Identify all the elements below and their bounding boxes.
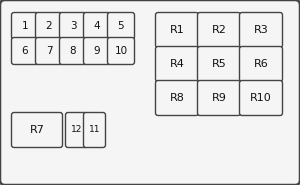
Text: R7: R7 <box>30 125 44 135</box>
FancyBboxPatch shape <box>239 80 283 115</box>
Text: 2: 2 <box>46 21 52 31</box>
FancyBboxPatch shape <box>35 38 62 65</box>
FancyBboxPatch shape <box>197 80 241 115</box>
FancyBboxPatch shape <box>239 46 283 82</box>
FancyBboxPatch shape <box>11 38 38 65</box>
Text: 11: 11 <box>89 125 100 134</box>
Text: 9: 9 <box>94 46 100 56</box>
FancyBboxPatch shape <box>239 13 283 48</box>
FancyBboxPatch shape <box>107 38 134 65</box>
FancyBboxPatch shape <box>155 13 199 48</box>
FancyBboxPatch shape <box>107 13 134 40</box>
Text: R6: R6 <box>254 59 268 69</box>
Text: 3: 3 <box>70 21 76 31</box>
Text: R2: R2 <box>212 25 226 35</box>
Text: 10: 10 <box>114 46 128 56</box>
FancyBboxPatch shape <box>11 112 62 147</box>
Text: 4: 4 <box>94 21 100 31</box>
FancyBboxPatch shape <box>59 13 86 40</box>
FancyBboxPatch shape <box>155 46 199 82</box>
FancyBboxPatch shape <box>59 38 86 65</box>
FancyBboxPatch shape <box>11 13 38 40</box>
Text: R4: R4 <box>169 59 184 69</box>
FancyBboxPatch shape <box>83 13 110 40</box>
Text: 7: 7 <box>46 46 52 56</box>
Text: 12: 12 <box>71 125 82 134</box>
FancyBboxPatch shape <box>65 112 88 147</box>
FancyBboxPatch shape <box>197 13 241 48</box>
Text: R9: R9 <box>212 93 226 103</box>
Text: 6: 6 <box>22 46 28 56</box>
FancyBboxPatch shape <box>83 112 106 147</box>
Text: 8: 8 <box>70 46 76 56</box>
FancyBboxPatch shape <box>83 38 110 65</box>
Text: 5: 5 <box>118 21 124 31</box>
Text: R10: R10 <box>250 93 272 103</box>
FancyBboxPatch shape <box>155 80 199 115</box>
FancyBboxPatch shape <box>197 46 241 82</box>
Text: R3: R3 <box>254 25 268 35</box>
Text: R8: R8 <box>169 93 184 103</box>
FancyBboxPatch shape <box>35 13 62 40</box>
Text: 1: 1 <box>22 21 28 31</box>
Text: R1: R1 <box>169 25 184 35</box>
Text: R5: R5 <box>212 59 226 69</box>
